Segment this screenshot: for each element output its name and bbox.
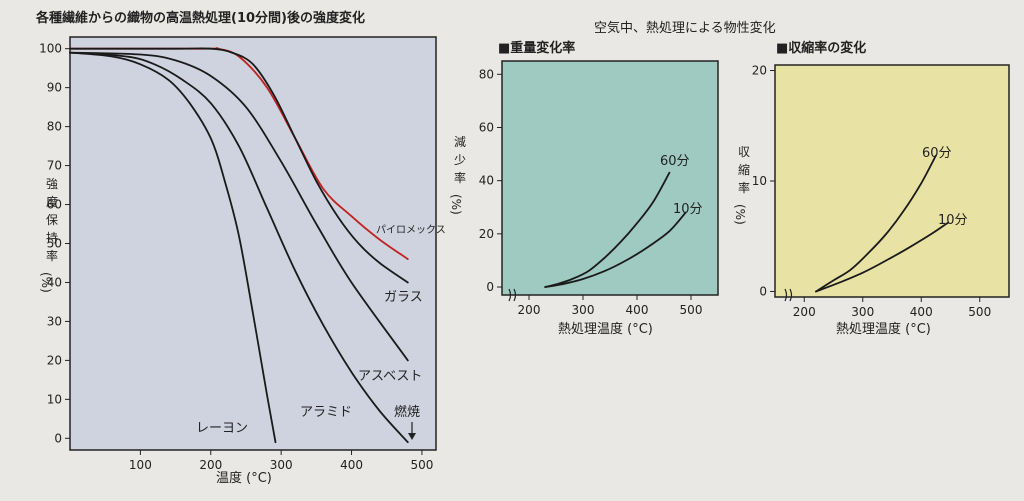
shrink-plot-area [774,64,1010,298]
series-label-aramid: アラミド [300,405,352,420]
left-series-lines [69,47,409,444]
shrink-ytick-label: 20 [752,64,767,78]
shrink-y-ticks: 0 10 20 [752,64,775,298]
shrink-xlabel: 熱処理温度 (°C) [836,321,931,337]
shrink-series-line-1 [815,222,949,293]
weight-chart-heading: ■重量変化率 [498,40,575,56]
weight-ylabel-char-0: 減 [454,134,466,149]
weight-xtick-label: 200 [518,303,541,317]
shrink-ylabel-char-1: 縮 [738,162,750,177]
weight-ytick-label: 20 [479,227,494,241]
weight-ylabel-char-2: 率 [454,170,466,185]
left-ytick-label: 30 [47,314,62,328]
left-series-line-4 [69,51,277,444]
left-ytick-label: 60 [47,198,62,212]
shrink-x-ticks: 200 300 400 500 [793,297,991,319]
series-label-asbestos: アスベスト [358,369,422,384]
shrink-ytick-label: 0 [759,284,767,298]
left-series-line-3 [69,51,409,444]
weight-series-label-10: 10分 [673,202,703,217]
left-ytick-label: 0 [54,431,62,445]
left-ytick-label: 10 [47,392,62,406]
left-xtick-label: 500 [410,458,433,472]
weight-axis-break-icon [508,288,517,302]
right-section-title: 空気中、熱処理による物性変化 [594,20,776,36]
left-ylabel-unit: (%) [39,272,53,293]
left-xtick-label: 400 [340,458,363,472]
left-xtick-label: 200 [199,458,222,472]
left-ytick-label: 40 [47,275,62,289]
left-series-line-2 [69,51,409,362]
series-label-glass: ガラス [384,290,423,305]
burn-annotation-label: 燃焼 [394,404,420,420]
weight-series-label-60: 60分 [660,154,690,169]
left-ytick-label: 50 [47,237,62,251]
weight-xlabel: 熱処理温度 (°C) [558,321,653,337]
weight-series-line-1 [544,211,687,288]
left-ylabel-char-2: 保 [46,213,58,227]
left-ytick-label: 70 [47,159,62,173]
weight-y-ticks: 0 20 40 60 80 [479,67,502,294]
left-chart-title: 各種繊維からの織物の高温熱処理(10分間)後の強度変化 [35,10,365,26]
weight-plot-area [501,60,719,296]
weight-ytick-label: 80 [479,67,494,81]
weight-series-lines [544,171,687,288]
weight-ytick-label: 60 [479,120,494,134]
shrink-ytick-label: 10 [752,174,767,188]
left-xtick-label: 300 [270,458,293,472]
left-x-ticks: 100 200 300 400 500 [129,450,433,472]
shrink-ylabel-char-2: 率 [738,180,750,195]
weight-xtick-label: 300 [572,303,595,317]
left-ytick-label: 20 [47,353,62,367]
left-ytick-label: 90 [47,81,62,95]
left-y-ticks: 0 10 20 30 40 50 60 70 80 90 100 [39,42,70,445]
weight-xtick-label: 500 [680,303,703,317]
shrink-axis-break-icon [784,288,793,302]
weight-ytick-label: 40 [479,174,494,188]
weight-series-line-0 [544,171,671,288]
shrink-xtick-label: 300 [851,305,874,319]
series-label-rayon: レーヨン [196,421,248,436]
weight-ylabel-char-1: 少 [454,153,466,167]
shrink-series-lines [815,154,949,293]
shrink-series-label-60: 60分 [922,146,952,161]
weight-ytick-label: 0 [486,280,494,294]
left-plot-area [69,36,437,451]
left-ylabel-char-3: 持 [46,230,58,245]
shrink-xtick-label: 200 [793,305,816,319]
left-ylabel-char-0: 強 [46,177,58,191]
weight-xtick-label: 400 [626,303,649,317]
shrink-ylabel-char-0: 収 [738,145,750,159]
left-ylabel-char-4: 率 [46,248,58,263]
left-ytick-label: 100 [39,42,62,56]
shrink-xtick-label: 500 [968,305,991,319]
left-xlabel: 温度 (°C) [216,470,272,486]
weight-x-ticks: 200 300 400 500 [518,295,703,317]
left-series-line-1 [69,47,409,284]
weight-ylabel-unit: (%) [449,194,463,215]
shrink-ylabel-unit: (%) [733,204,747,225]
series-label-pyromex: パイロメックス [376,224,446,236]
shrink-chart-heading: ■収縮率の変化 [776,40,866,56]
burn-arrow-icon [408,422,416,440]
left-ylabel-char-1: 度 [46,194,58,209]
shrink-xtick-label: 400 [910,305,933,319]
left-ytick-label: 80 [47,120,62,134]
shrink-series-line-0 [815,154,937,293]
shrink-series-label-10: 10分 [938,213,968,228]
left-xtick-label: 100 [129,458,152,472]
